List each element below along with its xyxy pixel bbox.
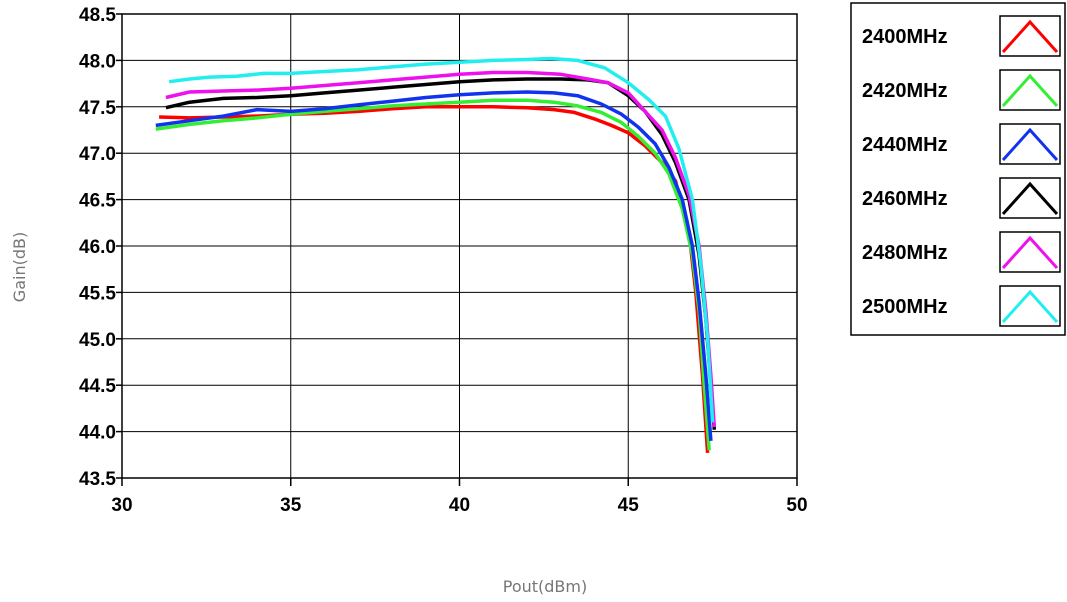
y-tick-label: 44.0 (79, 423, 116, 444)
legend-swatch-line (1001, 181, 1059, 216)
y-tick-label: 47.5 (79, 98, 116, 119)
y-tick-label: 44.5 (79, 376, 116, 397)
x-tick-label: 35 (280, 495, 302, 516)
y-tick-label: 46.0 (79, 237, 116, 258)
legend-label: 2420MHz (862, 80, 948, 102)
legend-swatch-line (1001, 19, 1059, 54)
x-tick-label: 50 (786, 495, 807, 516)
legend-swatch-line (1001, 289, 1059, 324)
x-axis-label: Pout(dBm) (503, 577, 587, 596)
legend-swatch-line (1001, 235, 1059, 270)
legend-box (850, 2, 1066, 336)
legend-label: 2500MHz (862, 296, 948, 318)
y-tick-label: 45.5 (79, 283, 116, 304)
y-tick-label: 48.5 (79, 5, 116, 26)
legend-label: 2400MHz (862, 26, 948, 48)
legend: 2400MHz 2420MHz 2440MHz 2460MHz 2480MHz 2500M… (850, 2, 1066, 336)
legend-label: 2460MHz (862, 188, 948, 210)
y-tick-label: 48.0 (79, 51, 116, 72)
y-tick-label: 46.5 (79, 191, 116, 212)
y-tick-label: 47.0 (79, 144, 116, 165)
legend-label: 2480MHz (862, 242, 948, 264)
y-axis-ticks: 43.5 44.0 44.5 45.0 45.5 46.0 46.5 47.0 47.5 48.0… (79, 5, 122, 490)
y-tick-label: 43.5 (79, 469, 116, 490)
x-tick-label: 45 (618, 495, 640, 516)
x-tick-label: 40 (449, 495, 470, 516)
x-axis-ticks: 30 35 40 45 50 (111, 478, 808, 516)
series-line-2400MHz (159, 105, 710, 454)
series-line-2420MHz (155, 98, 711, 451)
series-lines (155, 56, 717, 454)
x-tick-label: 30 (111, 495, 132, 516)
legend-swatch-line (1001, 127, 1059, 162)
series-line-2500MHz (168, 56, 715, 423)
series-line-2440MHz (155, 90, 713, 442)
series-line-2480MHz (165, 70, 717, 428)
legend-label: 2440MHz (862, 134, 948, 156)
y-tick-label: 45.0 (79, 330, 116, 351)
y-axis-label: Gain(dB) (10, 232, 29, 302)
legend-swatch-line (1001, 73, 1059, 108)
